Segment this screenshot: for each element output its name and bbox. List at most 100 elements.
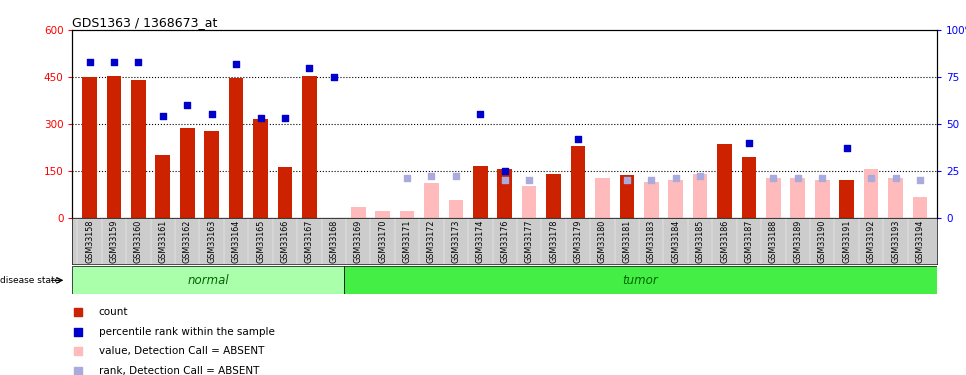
Point bbox=[643, 177, 659, 183]
Text: normal: normal bbox=[187, 274, 229, 287]
Point bbox=[838, 145, 854, 151]
Text: count: count bbox=[99, 307, 128, 317]
Text: GSM33170: GSM33170 bbox=[378, 220, 387, 263]
Bar bbox=[497, 169, 512, 217]
Point bbox=[570, 136, 585, 142]
Bar bbox=[522, 186, 536, 218]
Text: GSM33188: GSM33188 bbox=[769, 220, 778, 263]
Text: GSM33169: GSM33169 bbox=[354, 220, 362, 263]
Bar bbox=[790, 178, 805, 218]
Bar bbox=[277, 166, 293, 218]
Text: GSM33163: GSM33163 bbox=[207, 220, 216, 263]
Point bbox=[912, 177, 927, 183]
Text: tumor: tumor bbox=[623, 274, 659, 287]
Text: GSM33184: GSM33184 bbox=[671, 220, 680, 263]
Bar bbox=[473, 166, 488, 218]
Point bbox=[497, 168, 512, 174]
Point bbox=[790, 175, 806, 181]
Point bbox=[619, 177, 635, 183]
Text: rank, Detection Call = ABSENT: rank, Detection Call = ABSENT bbox=[99, 366, 259, 375]
Text: GSM33186: GSM33186 bbox=[720, 220, 729, 263]
Text: GSM33172: GSM33172 bbox=[427, 220, 436, 263]
Point bbox=[228, 61, 243, 67]
Text: percentile rank within the sample: percentile rank within the sample bbox=[99, 327, 274, 337]
Text: GSM33173: GSM33173 bbox=[451, 220, 461, 263]
Bar bbox=[82, 77, 97, 218]
Point bbox=[130, 59, 146, 65]
Point bbox=[399, 175, 414, 181]
Point bbox=[472, 111, 488, 117]
Bar bbox=[913, 197, 927, 217]
Text: disease state: disease state bbox=[0, 276, 60, 285]
Bar bbox=[106, 76, 122, 217]
Bar bbox=[131, 80, 146, 218]
Point bbox=[277, 115, 293, 121]
Bar bbox=[839, 180, 854, 218]
Bar bbox=[571, 146, 585, 218]
Point bbox=[766, 175, 781, 181]
Point bbox=[448, 173, 464, 179]
Bar bbox=[400, 211, 414, 217]
Bar bbox=[376, 211, 390, 217]
Text: GSM33165: GSM33165 bbox=[256, 220, 265, 263]
Bar bbox=[595, 178, 610, 218]
Point bbox=[424, 173, 440, 179]
Text: GSM33187: GSM33187 bbox=[745, 220, 753, 263]
Text: GSM33181: GSM33181 bbox=[622, 220, 632, 263]
Bar bbox=[742, 157, 756, 218]
Bar bbox=[888, 177, 903, 218]
Text: GSM33168: GSM33168 bbox=[329, 220, 338, 263]
Text: GSM33193: GSM33193 bbox=[891, 220, 900, 263]
Bar bbox=[253, 119, 268, 218]
Text: GDS1363 / 1368673_at: GDS1363 / 1368673_at bbox=[72, 16, 217, 29]
Point bbox=[106, 59, 122, 65]
Point bbox=[253, 115, 269, 121]
Point bbox=[668, 175, 683, 181]
Bar bbox=[693, 174, 707, 217]
Bar bbox=[180, 128, 194, 217]
Bar bbox=[448, 200, 464, 217]
Text: GSM33190: GSM33190 bbox=[818, 220, 827, 263]
Text: GSM33162: GSM33162 bbox=[183, 220, 191, 263]
Text: GSM33166: GSM33166 bbox=[280, 220, 290, 263]
Bar bbox=[815, 180, 830, 218]
Bar bbox=[72, 266, 344, 294]
Point bbox=[204, 111, 219, 117]
Point bbox=[741, 140, 756, 146]
Text: GSM33191: GSM33191 bbox=[842, 220, 851, 263]
Bar bbox=[717, 144, 732, 218]
Text: GSM33185: GSM33185 bbox=[696, 220, 704, 263]
Point bbox=[408, 297, 423, 303]
Point bbox=[814, 175, 830, 181]
Bar bbox=[351, 207, 365, 218]
Text: value, Detection Call = ABSENT: value, Detection Call = ABSENT bbox=[99, 346, 264, 356]
Text: GSM33183: GSM33183 bbox=[647, 220, 656, 263]
Bar bbox=[424, 183, 439, 218]
Point bbox=[522, 177, 537, 183]
Point bbox=[888, 175, 903, 181]
Text: GSM33159: GSM33159 bbox=[109, 220, 119, 263]
Bar bbox=[546, 174, 561, 217]
Point bbox=[301, 64, 317, 70]
Text: GSM33167: GSM33167 bbox=[305, 220, 314, 263]
Bar bbox=[864, 169, 878, 217]
Text: GSM33192: GSM33192 bbox=[867, 220, 875, 263]
Bar bbox=[344, 266, 937, 294]
Bar bbox=[229, 78, 243, 218]
Point bbox=[156, 113, 171, 119]
Text: GSM33176: GSM33176 bbox=[500, 220, 509, 263]
Bar bbox=[619, 176, 634, 217]
Point bbox=[864, 175, 879, 181]
Text: GSM33178: GSM33178 bbox=[549, 220, 558, 263]
Bar bbox=[205, 130, 219, 218]
Text: GSM33174: GSM33174 bbox=[476, 220, 485, 263]
Bar bbox=[668, 180, 683, 218]
Point bbox=[408, 118, 423, 124]
Bar bbox=[644, 182, 659, 218]
Text: GSM33189: GSM33189 bbox=[793, 220, 803, 263]
Text: GSM33164: GSM33164 bbox=[232, 220, 241, 263]
Text: GSM33177: GSM33177 bbox=[525, 220, 533, 263]
Text: GSM33160: GSM33160 bbox=[134, 220, 143, 263]
Point bbox=[497, 177, 512, 183]
Text: GSM33194: GSM33194 bbox=[916, 220, 924, 263]
